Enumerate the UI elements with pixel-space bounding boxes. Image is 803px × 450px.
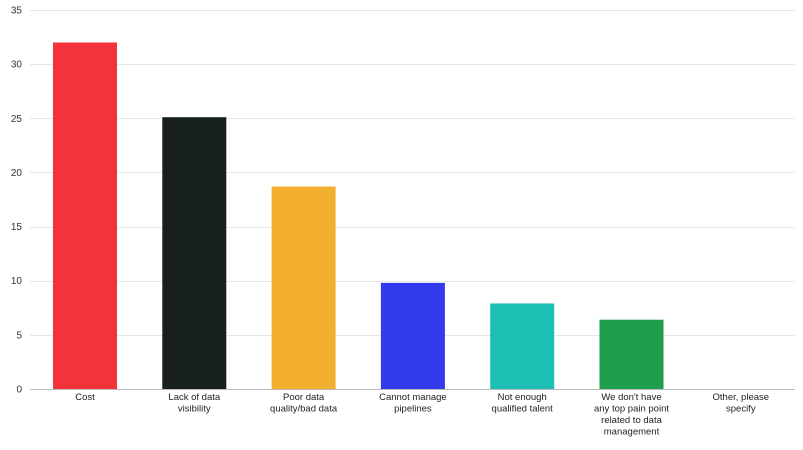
bar [599, 319, 664, 389]
y-tick-label: 25 [11, 114, 23, 125]
y-tick-label: 15 [11, 222, 23, 233]
bar [271, 186, 336, 389]
x-axis-labels: Cost Lack of data visibility Poor data quali… [75, 392, 769, 438]
bar [490, 303, 555, 389]
x-category-label: We don't have any top pain point related t… [594, 392, 669, 438]
bars [53, 42, 664, 390]
y-axis-ticks: 0 5 10 15 20 25 30 35 [11, 6, 23, 396]
y-tick-label: 10 [11, 276, 23, 287]
x-category-label: Not enough qualified talent [492, 392, 554, 415]
bar [53, 42, 117, 389]
x-category-label: Poor data quality/bad data [270, 392, 338, 415]
gridlines [30, 10, 795, 336]
y-tick-label: 35 [11, 6, 23, 17]
x-category-label: Cost [75, 392, 95, 403]
x-category-label: Other, please specify [713, 392, 770, 415]
bar [162, 117, 227, 390]
x-category-label: Cannot manage pipelines [379, 392, 447, 415]
y-tick-label: 30 [11, 60, 23, 71]
y-tick-label: 5 [16, 330, 22, 341]
y-tick-label: 0 [16, 385, 22, 396]
x-category-label: Lack of data visibility [168, 392, 220, 415]
y-tick-label: 20 [11, 168, 23, 179]
bar [380, 282, 445, 389]
